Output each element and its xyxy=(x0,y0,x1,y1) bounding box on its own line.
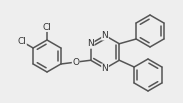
Text: Cl: Cl xyxy=(43,22,51,32)
Text: N: N xyxy=(102,64,108,73)
Text: O: O xyxy=(72,58,79,67)
Text: N: N xyxy=(102,31,108,40)
Text: N: N xyxy=(87,39,94,48)
Text: Cl: Cl xyxy=(17,37,26,46)
